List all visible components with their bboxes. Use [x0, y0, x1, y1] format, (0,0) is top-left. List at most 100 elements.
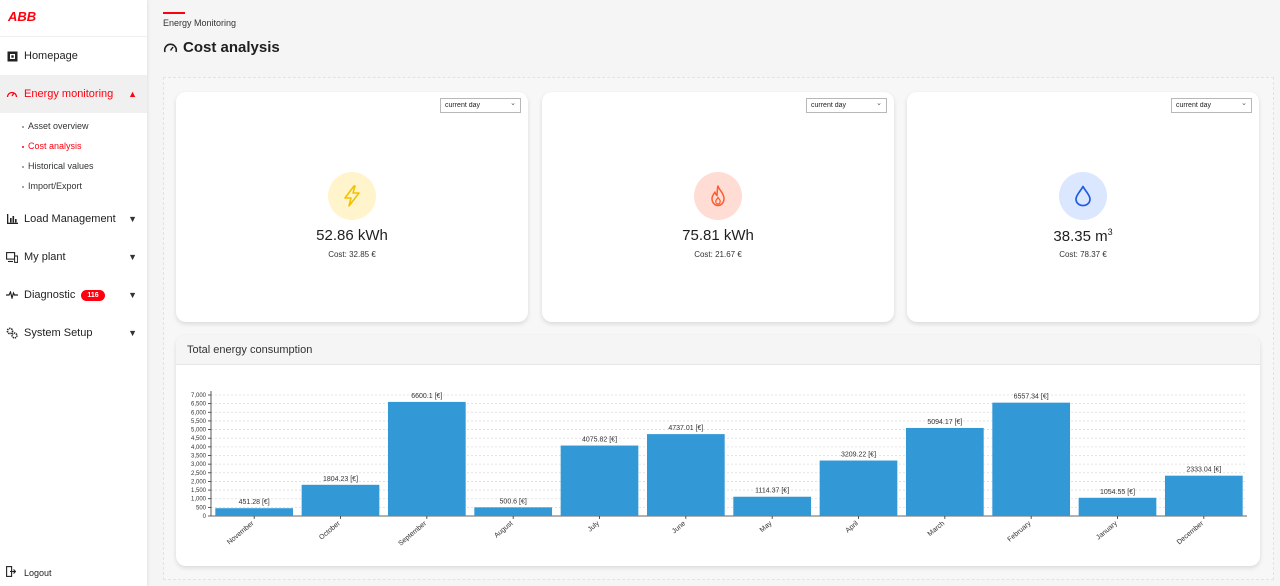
- sidebar-item-label: System Setup: [24, 327, 93, 339]
- water-value-number: 38.35 m: [1053, 228, 1108, 245]
- subnav-item-historical-values[interactable]: Historical values: [22, 156, 147, 176]
- y-tick-label: 0: [203, 514, 207, 520]
- subnav-label: Historical values: [28, 161, 94, 171]
- flame-icon-circle: [694, 172, 742, 220]
- period-select[interactable]: current day: [806, 98, 887, 113]
- bullet-icon: [22, 185, 24, 188]
- y-tick-label: 5,500: [191, 419, 207, 425]
- subnav-item-cost-analysis[interactable]: Cost analysis: [22, 136, 147, 156]
- water-value-unit-exponent: 3: [1107, 227, 1113, 237]
- logout-icon: [6, 566, 17, 579]
- data-label: 4737.01 [€]: [668, 425, 703, 432]
- x-tick-label: October: [318, 520, 342, 542]
- subnav-label: Asset overview: [28, 121, 89, 131]
- data-label: 500.6 [€]: [500, 498, 527, 505]
- data-label: 2333.04 [€]: [1186, 467, 1221, 474]
- sidebar-item-label: My plant: [24, 251, 66, 263]
- bar: [560, 445, 639, 516]
- x-tick-label: December: [1176, 520, 1206, 547]
- bar-chart: 0 500 1,000 1,500 2,000 2,500 3,000 3,500 4,000 4…: [191, 391, 1247, 548]
- bar: [387, 401, 466, 516]
- data-label: 3209.22 [€]: [841, 452, 876, 459]
- logout-label: Logout: [24, 567, 52, 578]
- gauge-icon: [163, 42, 178, 54]
- breadcrumb[interactable]: Energy Monitoring: [163, 18, 237, 28]
- water-cost: Cost: 78.37 €: [1059, 250, 1107, 259]
- bar: [905, 427, 984, 516]
- bar: [819, 460, 898, 516]
- data-label: 451.28 [€]: [239, 499, 270, 506]
- bar: [733, 496, 812, 516]
- subnav-item-import-export[interactable]: Import/Export: [22, 176, 147, 196]
- gauge-icon: [6, 88, 18, 100]
- y-tick-label: 4,000: [191, 445, 207, 451]
- page-title-text: Cost analysis: [183, 39, 280, 56]
- abb-logo[interactable]: ABB: [8, 9, 37, 24]
- data-label: 6557.34 [€]: [1014, 394, 1049, 401]
- water-card: current day ⌄ 38.35 m3 Cost: 78.37 €: [907, 92, 1259, 322]
- data-label: 4075.82 [€]: [582, 437, 617, 444]
- gears-icon: [6, 327, 18, 339]
- sidebar-item-load-management[interactable]: Load Management ▼: [0, 200, 147, 238]
- sidebar-item-diagnostic[interactable]: Diagnostic 116 ▼: [0, 276, 147, 314]
- bullet-icon: [22, 145, 24, 148]
- logout-button[interactable]: Logout: [6, 566, 52, 579]
- x-tick-label: January: [1095, 520, 1119, 542]
- bar: [1164, 475, 1243, 516]
- y-tick-label: 2,000: [191, 479, 207, 485]
- x-tick-label: April: [845, 520, 861, 535]
- water-value: 38.35 m3: [907, 227, 1259, 245]
- chevron-down-icon[interactable]: ▼: [128, 214, 137, 224]
- bullet-icon: [22, 165, 24, 168]
- sidebar-item-homepage[interactable]: Homepage: [0, 37, 147, 75]
- x-tick-label: July: [587, 520, 601, 534]
- chevron-down-icon[interactable]: ▼: [128, 252, 137, 262]
- bar: [992, 402, 1071, 516]
- x-tick-label: May: [759, 520, 774, 534]
- bullet-icon: [22, 125, 24, 128]
- sidebar-item-system-setup[interactable]: System Setup ▼: [0, 314, 147, 352]
- bar-chart-icon: [6, 213, 18, 225]
- period-select[interactable]: current day: [1171, 98, 1252, 113]
- lightning-icon: [344, 185, 360, 207]
- y-tick-label: 2,500: [191, 471, 207, 477]
- x-tick-label: November: [226, 520, 256, 547]
- sidebar-item-label: Homepage: [24, 50, 78, 62]
- bar: [215, 508, 294, 516]
- y-tick-label: 1,500: [191, 488, 207, 494]
- x-tick-label: June: [671, 520, 687, 535]
- x-tick-label: September: [397, 520, 428, 548]
- gas-cost: Cost: 21.67 €: [694, 250, 742, 259]
- subnav-item-asset-overview[interactable]: Asset overview: [22, 116, 147, 136]
- page-title: Cost analysis: [163, 39, 280, 56]
- chevron-up-icon[interactable]: ▲: [128, 89, 137, 99]
- bar: [646, 434, 725, 516]
- y-tick-label: 6,000: [191, 410, 207, 416]
- water-drop-icon-circle: [1059, 172, 1107, 220]
- electricity-cost: Cost: 32.85 €: [328, 250, 376, 259]
- gas-value: 75.81 kWh: [682, 227, 754, 244]
- y-tick-label: 5,000: [191, 428, 207, 434]
- flame-icon: [711, 185, 725, 207]
- home-icon: [6, 50, 18, 62]
- data-label: 1114.37 [€]: [755, 488, 789, 495]
- y-tick-label: 7,000: [191, 393, 207, 399]
- y-tick-label: 4,500: [191, 436, 207, 442]
- bar: [474, 507, 553, 516]
- chevron-down-icon[interactable]: ▼: [128, 290, 137, 300]
- chevron-down-icon[interactable]: ▼: [128, 328, 137, 338]
- y-tick-label: 500: [196, 505, 207, 511]
- y-tick-label: 3,500: [191, 454, 207, 460]
- data-label: 1054.55 [€]: [1100, 489, 1135, 496]
- pulse-icon: [6, 289, 18, 301]
- subnav-label: Cost analysis: [28, 141, 82, 151]
- x-tick-label: March: [927, 520, 946, 538]
- period-select[interactable]: current day: [440, 98, 521, 113]
- y-tick-label: 3,000: [191, 462, 207, 468]
- sidebar-item-energy-monitoring[interactable]: Energy monitoring ▲: [0, 75, 147, 113]
- subnav-label: Import/Export: [28, 181, 83, 191]
- data-label: 6600.1 [€]: [411, 393, 442, 400]
- sidebar-item-label: Energy monitoring: [24, 88, 114, 100]
- diagnostic-count-badge: 116: [81, 289, 105, 301]
- sidebar-item-my-plant[interactable]: My plant ▼: [0, 238, 147, 276]
